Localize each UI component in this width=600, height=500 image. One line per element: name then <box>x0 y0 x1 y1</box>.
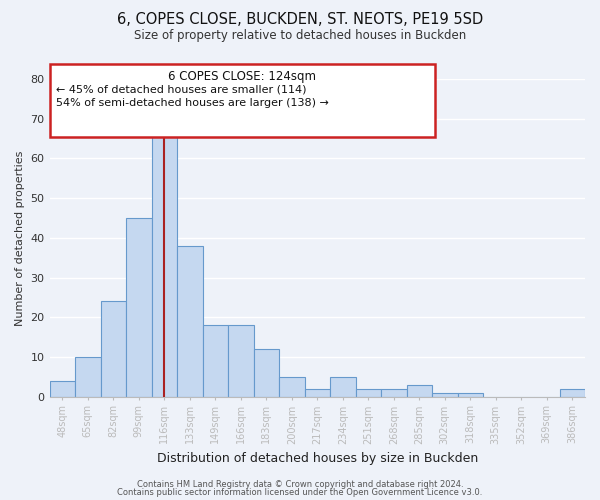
Bar <box>126 218 152 396</box>
Text: ← 45% of detached houses are smaller (114): ← 45% of detached houses are smaller (11… <box>56 85 306 95</box>
Bar <box>432 392 458 396</box>
Bar <box>228 325 254 396</box>
Bar <box>458 392 483 396</box>
Bar <box>203 325 228 396</box>
Bar <box>560 388 585 396</box>
Text: Contains HM Land Registry data © Crown copyright and database right 2024.: Contains HM Land Registry data © Crown c… <box>137 480 463 489</box>
Bar <box>75 357 101 397</box>
Bar <box>279 377 305 396</box>
Bar <box>254 349 279 397</box>
Bar <box>305 388 330 396</box>
Bar <box>101 302 126 396</box>
X-axis label: Distribution of detached houses by size in Buckden: Distribution of detached houses by size … <box>157 452 478 465</box>
Bar <box>381 388 407 396</box>
Bar <box>152 134 177 396</box>
Bar <box>50 381 75 396</box>
Text: Contains public sector information licensed under the Open Government Licence v3: Contains public sector information licen… <box>118 488 482 497</box>
Text: 6, COPES CLOSE, BUCKDEN, ST. NEOTS, PE19 5SD: 6, COPES CLOSE, BUCKDEN, ST. NEOTS, PE19… <box>117 12 483 28</box>
Y-axis label: Number of detached properties: Number of detached properties <box>15 150 25 326</box>
Text: 6 COPES CLOSE: 124sqm: 6 COPES CLOSE: 124sqm <box>169 70 316 83</box>
Text: Size of property relative to detached houses in Buckden: Size of property relative to detached ho… <box>134 29 466 42</box>
Bar <box>177 246 203 396</box>
Bar <box>407 384 432 396</box>
Bar <box>356 388 381 396</box>
Bar <box>330 377 356 396</box>
Text: 54% of semi-detached houses are larger (138) →: 54% of semi-detached houses are larger (… <box>56 98 328 108</box>
